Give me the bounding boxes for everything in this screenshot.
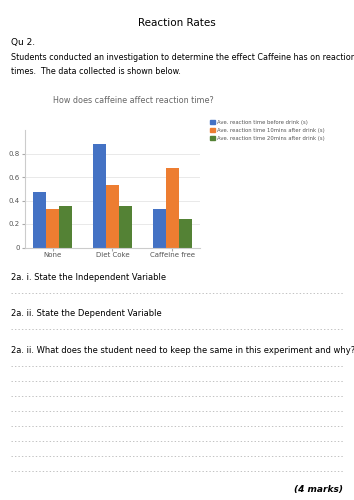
Text: 2a. i. State the Independent Variable: 2a. i. State the Independent Variable (11, 272, 166, 281)
Text: (4 marks): (4 marks) (295, 485, 343, 494)
Text: Reaction Rates: Reaction Rates (138, 18, 216, 28)
Text: Qu 2.: Qu 2. (11, 38, 35, 46)
Bar (59, 206, 72, 248)
Bar (106, 185, 119, 248)
Text: 2a. ii. State the Dependent Variable: 2a. ii. State the Dependent Variable (11, 309, 161, 318)
Bar (166, 168, 179, 248)
Bar (153, 208, 166, 248)
Bar (93, 144, 106, 248)
Bar (119, 206, 132, 248)
Text: Students conducted an investigation to determine the effect Caffeine has on reac: Students conducted an investigation to d… (11, 54, 354, 76)
Bar (46, 208, 59, 248)
Legend: Ave. reaction time before drink (s), Ave. reaction time 10mins after drink (s), : Ave. reaction time before drink (s), Ave… (210, 120, 325, 141)
Text: How does caffeine affect reaction time?: How does caffeine affect reaction time? (53, 96, 214, 105)
Bar (179, 220, 192, 248)
Bar (33, 192, 46, 248)
Text: 2a. ii. What does the student need to keep the same in this experiment and why?: 2a. ii. What does the student need to ke… (11, 346, 354, 355)
